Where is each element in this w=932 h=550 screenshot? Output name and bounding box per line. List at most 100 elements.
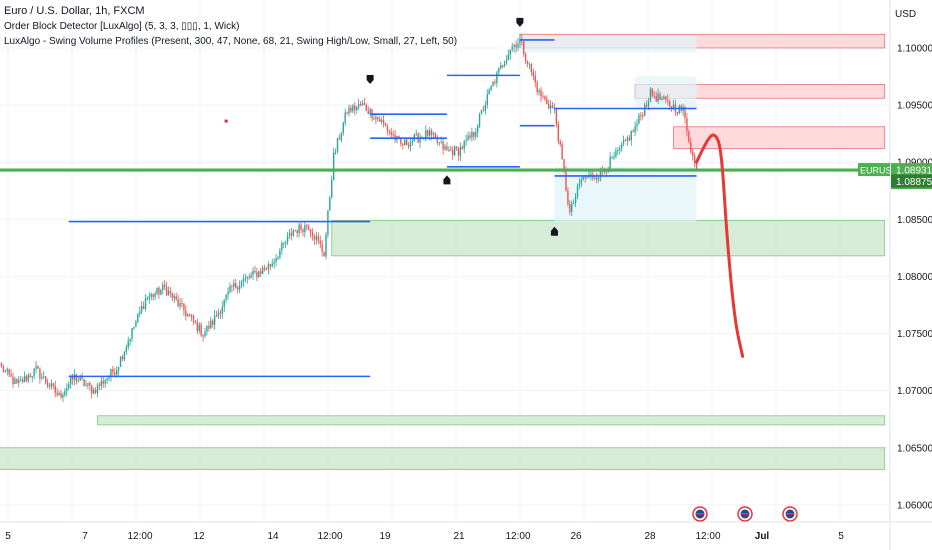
candle-body [150, 294, 152, 297]
candle-body [286, 235, 289, 242]
candle-body [340, 132, 343, 140]
candle-body [50, 383, 53, 387]
candle-body [160, 289, 162, 295]
candle-body [450, 149, 452, 151]
candle-body [498, 68, 500, 73]
candle-body [392, 134, 394, 136]
candle-body [511, 46, 513, 50]
candle-body [148, 296, 151, 299]
candle-body [624, 140, 627, 142]
candle-body [338, 138, 341, 140]
candle-body [233, 283, 235, 287]
candle-body [240, 281, 243, 286]
candle-body [41, 376, 43, 379]
candle-body [83, 379, 85, 386]
candle-body [294, 230, 296, 232]
candle-body [559, 141, 561, 145]
candle-body [281, 243, 283, 251]
swing-high-marker [516, 17, 524, 27]
candle-body [528, 63, 531, 65]
candle-body [640, 115, 642, 117]
candle-body [532, 72, 535, 77]
candle-body [329, 197, 331, 211]
candle-body [599, 169, 602, 178]
candle-body [668, 101, 671, 107]
candle-body [23, 375, 26, 383]
candle-body [622, 140, 625, 145]
candle-body [348, 107, 350, 114]
candle-body [56, 392, 58, 395]
candle-body [119, 356, 122, 368]
candle-body [102, 380, 104, 384]
order-block-bullish [0, 447, 886, 470]
candle-body [501, 65, 504, 67]
candle-body [686, 118, 688, 132]
candle-body [215, 315, 218, 317]
candle-body [632, 130, 634, 133]
candle-body [248, 276, 250, 278]
candle-body [185, 310, 187, 317]
candle-body [480, 110, 483, 115]
candle-body [260, 271, 262, 274]
candle-body [352, 105, 354, 112]
candle-body [14, 378, 16, 385]
candle-body [123, 351, 126, 360]
candle-body [79, 377, 81, 381]
time-tick-label: 28 [644, 531, 656, 542]
candle-body [676, 112, 679, 114]
flag-event-icon [692, 506, 708, 522]
candle-body [663, 96, 665, 100]
candle-body [44, 376, 47, 383]
candle-body [369, 109, 371, 114]
flag-event-icon [737, 506, 753, 522]
candle-body [104, 380, 106, 384]
symbol-tag [858, 163, 890, 177]
candle-body [46, 382, 49, 386]
candle-body [179, 303, 181, 307]
candle-body [530, 63, 533, 73]
candle-body [375, 117, 377, 120]
candle-body [565, 171, 567, 191]
candle-body [440, 141, 442, 143]
candle-body [277, 257, 279, 259]
candle-body [81, 377, 83, 380]
order-block-bullish [331, 220, 886, 257]
candle-body [106, 378, 108, 381]
candle-body [162, 284, 164, 290]
candle-body [634, 126, 636, 133]
indicator-order-block-detector[interactable]: Order Block Detector [LuxAlgo] (5, 3, 3,… [4, 21, 240, 32]
candle-body [432, 133, 435, 135]
candle-body [584, 176, 586, 178]
candle-body [446, 146, 448, 150]
candle-body [194, 321, 197, 323]
candle-body [357, 104, 360, 107]
candle-body [196, 322, 199, 331]
candle-body [597, 177, 600, 180]
candle-body [331, 180, 333, 198]
candle-body [327, 210, 329, 235]
candle-body [665, 96, 667, 100]
candle-body [16, 378, 18, 383]
candle-body [25, 375, 28, 381]
candle-body [48, 385, 51, 387]
candle-body [540, 90, 542, 97]
candle-body [455, 146, 458, 149]
candle-body [321, 244, 323, 252]
candle-body [10, 374, 12, 377]
candle-body [465, 139, 467, 142]
candle-body [325, 234, 327, 257]
candle-body [373, 118, 375, 120]
candle-body [380, 120, 383, 122]
candle-body [152, 294, 154, 297]
candle-body [582, 176, 584, 180]
flag-event-icon [782, 506, 798, 522]
candle-body [398, 136, 400, 139]
candle-body [557, 124, 559, 142]
candle-body [492, 81, 494, 86]
candle-body [223, 299, 225, 307]
candle-body [263, 267, 266, 270]
indicator-swing-volume-profiles[interactable]: LuxAlgo - Swing Volume Profiles (Present… [4, 36, 458, 47]
candle-body [258, 271, 260, 277]
candle-body [332, 152, 335, 181]
